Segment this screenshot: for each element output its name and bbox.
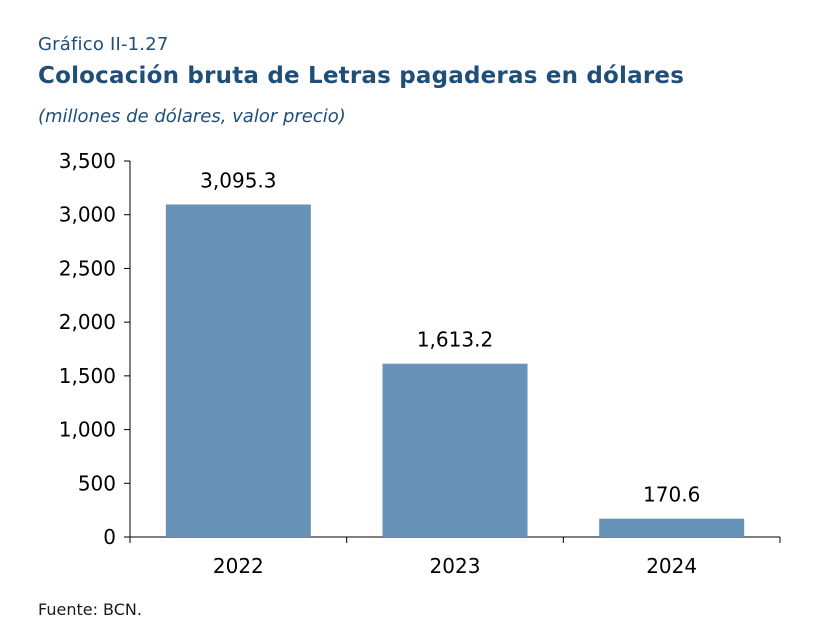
source-note: Fuente: BCN. (38, 600, 142, 619)
y-tick-label: 1,000 (59, 418, 116, 442)
x-category-label: 2022 (213, 554, 264, 578)
bar (382, 363, 528, 537)
y-tick-label: 2,500 (59, 256, 116, 280)
bar (599, 518, 745, 537)
x-category-label: 2024 (646, 554, 697, 578)
chart-title: Colocación bruta de Letras pagaderas en … (38, 63, 685, 89)
y-tick-label: 0 (103, 525, 116, 549)
chart-kicker: Gráfico II-1.27 (38, 34, 169, 55)
y-tick-label: 3,500 (59, 149, 116, 173)
chart-subtitle: (millones de dólares, valor precio) (38, 106, 346, 127)
bar-value-label: 1,613.2 (417, 328, 493, 352)
bar-value-label: 170.6 (643, 483, 700, 507)
y-tick-label: 3,000 (59, 203, 116, 227)
x-category-label: 2023 (430, 554, 481, 578)
y-tick-label: 2,000 (59, 310, 116, 334)
bar (165, 204, 311, 537)
y-tick-label: 500 (78, 471, 116, 495)
y-tick-label: 1,500 (59, 364, 116, 388)
bar-value-label: 3,095.3 (200, 168, 276, 192)
